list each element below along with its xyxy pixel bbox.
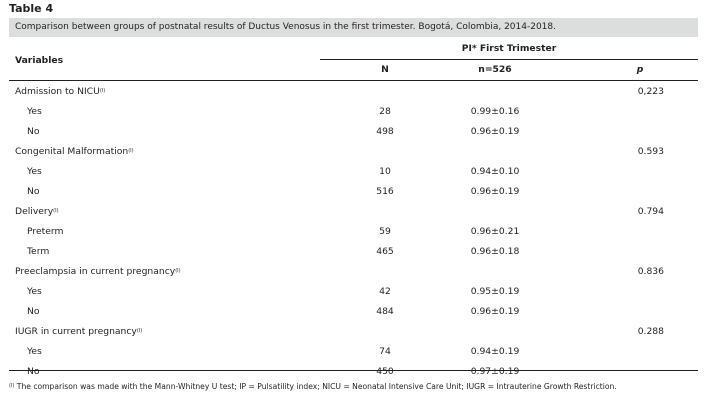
n-value: 465 <box>355 246 415 258</box>
variable-label: IUGR in current pregnancy(I) <box>15 326 142 338</box>
header-variables: Variables <box>15 55 63 67</box>
category-label: Yes <box>27 106 42 118</box>
header-group-rule <box>320 59 698 60</box>
variable-label: Congenital Malformation(I) <box>15 146 134 158</box>
footnote-text: The comparison was made with the Mann-Wh… <box>14 382 616 391</box>
pi-value: 0.96±0.19 <box>445 306 545 318</box>
n-value: 484 <box>355 306 415 318</box>
p-value: 0.794 <box>600 206 664 218</box>
n-value: 516 <box>355 186 415 198</box>
pi-value: 0.96±0.21 <box>445 226 545 238</box>
table-caption: Comparison between groups of postnatal r… <box>9 18 698 37</box>
category-label: No <box>27 186 40 198</box>
footnote-marker: (I) <box>53 208 58 214</box>
header-n: N <box>355 64 415 76</box>
variable-name: Delivery <box>15 206 53 217</box>
variable-name: Admission to NICU <box>15 86 100 97</box>
category-label: No <box>27 126 40 138</box>
footnote-marker: (I) <box>175 268 180 274</box>
table-label: Table 4 <box>9 2 53 15</box>
header-bottom-rule <box>9 80 698 81</box>
p-value: 0,223 <box>600 86 664 98</box>
header-pi-group: PI* First Trimester <box>320 43 698 55</box>
category-label: Term <box>27 246 49 258</box>
footnote-marker: (I) <box>100 88 105 94</box>
table-footnote: (I) The comparison was made with the Man… <box>9 382 617 392</box>
category-label: Yes <box>27 286 42 298</box>
p-value: 0.593 <box>600 146 664 158</box>
footnote-marker: (I) <box>137 328 142 334</box>
category-label: No <box>27 306 40 318</box>
p-value: 0.836 <box>600 266 664 278</box>
table-bottom-rule <box>9 370 698 371</box>
header-p: p <box>620 64 660 76</box>
pi-value: 0.96±0.18 <box>445 246 545 258</box>
pi-value: 0.94±0.10 <box>445 166 545 178</box>
category-label: Yes <box>27 166 42 178</box>
footnote-marker: (I) <box>9 383 14 389</box>
category-label: Preterm <box>27 226 63 238</box>
header-pi: n=526 <box>445 64 545 76</box>
n-value: 42 <box>355 286 415 298</box>
n-value: 74 <box>355 346 415 358</box>
variable-label: Delivery(I) <box>15 206 59 218</box>
n-value: 10 <box>355 166 415 178</box>
category-label: Yes <box>27 346 42 358</box>
pi-value: 0.95±0.19 <box>445 286 545 298</box>
variable-name: Preeclampsia in current pregnancy <box>15 266 175 277</box>
pi-value: 0.96±0.19 <box>445 186 545 198</box>
n-value: 498 <box>355 126 415 138</box>
p-value: 0.288 <box>600 326 664 338</box>
n-value: 450 <box>355 366 415 378</box>
category-label: No <box>27 366 40 378</box>
n-value: 59 <box>355 226 415 238</box>
pi-value: 0.94±0.19 <box>445 346 545 358</box>
variable-name: Congenital Malformation <box>15 146 128 157</box>
pi-value: 0.97±0.19 <box>445 366 545 378</box>
variable-label: Preeclampsia in current pregnancy(I) <box>15 266 181 278</box>
variable-name: IUGR in current pregnancy <box>15 326 137 337</box>
variable-label: Admission to NICU(I) <box>15 86 105 98</box>
pi-value: 0.96±0.19 <box>445 126 545 138</box>
pi-value: 0.99±0.16 <box>445 106 545 118</box>
footnote-marker: (I) <box>128 148 133 154</box>
n-value: 28 <box>355 106 415 118</box>
